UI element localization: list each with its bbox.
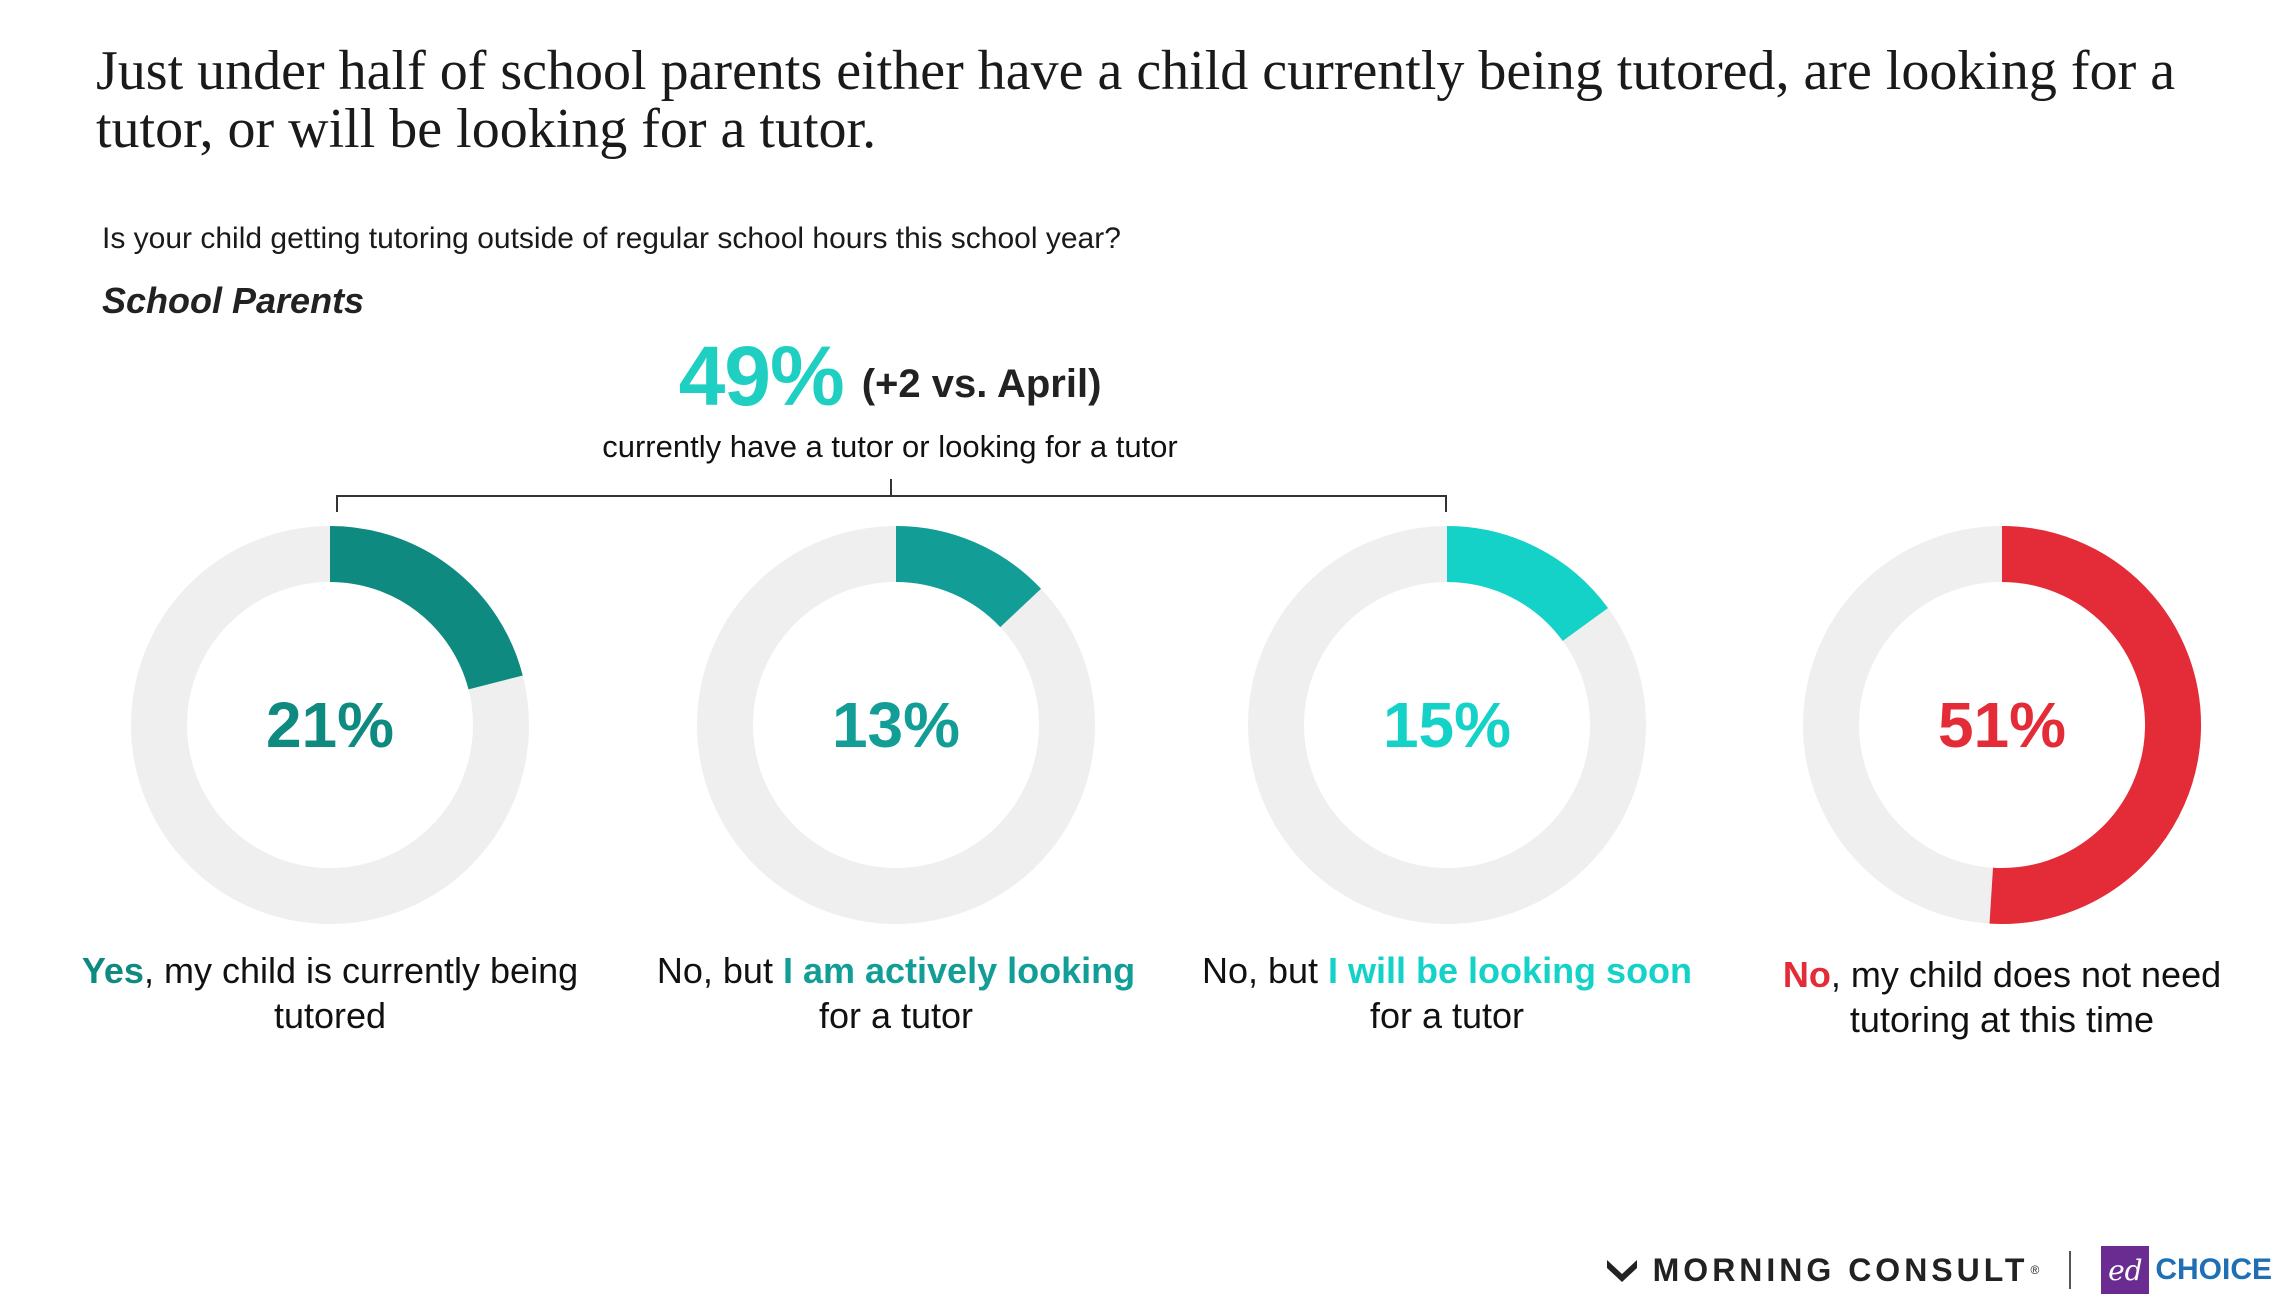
morning-consult-brand: MORNING CONSULT: [1652, 1251, 2029, 1288]
summary-percent: 49%: [678, 329, 845, 423]
caption-text: , my child does not need tutoring at thi…: [1830, 954, 2222, 1040]
donut-value-label: 15%: [1382, 689, 1512, 761]
registered-mark: ®: [2030, 1263, 2040, 1277]
donut-svg: [1803, 526, 2202, 924]
donut-caption: No, but I am actively looking for a tuto…: [636, 948, 1156, 1038]
caption-text: for a tutor: [818, 995, 974, 1036]
summary-change: (+2 vs. April): [861, 362, 1102, 406]
donut-svg: [131, 526, 529, 924]
bracket-line: [336, 479, 1447, 512]
donut-slice: [895, 526, 1042, 628]
summary-description: currently have a tutor or looking for a …: [602, 429, 1178, 464]
footer-logos: MORNING CONSULT ® ed CHOICE: [1605, 1246, 2272, 1294]
donut-slice: [329, 526, 523, 691]
donut-value-label: 21%: [265, 689, 395, 761]
survey-question: Is your child getting tutoring outside o…: [102, 222, 1121, 255]
donut-2: 13%: [691, 520, 1101, 930]
donut-slice: [1989, 526, 2202, 924]
donut-caption: No, my child does not need tutoring at t…: [1742, 952, 2262, 1042]
caption-text: No, but: [1201, 950, 1329, 991]
caption-highlight: I will be looking soon: [1328, 950, 1693, 991]
caption-highlight: No: [1782, 954, 1831, 995]
donut-value-label: 51%: [1937, 689, 2067, 761]
caption-highlight: Yes: [81, 950, 144, 991]
donut-svg: [697, 526, 1095, 924]
caption-highlight: I am actively looking: [782, 950, 1136, 991]
donut-value-label: 13%: [831, 689, 961, 761]
group-label: School Parents: [102, 280, 365, 321]
edchoice-text: CHOICE: [2155, 1253, 2272, 1286]
summary-callout: 49% (+2 vs. April) currently have a tutor…: [500, 328, 1280, 465]
headline: Just under half of school parents either…: [96, 40, 2176, 160]
edchoice-mark: ed: [2101, 1246, 2150, 1294]
caption-text: for a tutor: [1369, 995, 1525, 1036]
caption-text: , my child is currently being tutored: [143, 950, 579, 1036]
donut-svg: [1248, 526, 1646, 924]
donut-1: 21%: [125, 520, 535, 930]
donut-3: 15%: [1242, 520, 1652, 930]
donut-caption: No, but I will be looking soon for a tut…: [1187, 948, 1707, 1038]
donut-caption: Yes, my child is currently being tutored: [70, 948, 590, 1038]
summary-bracket: [336, 479, 1447, 512]
donut-4: 51%: [1797, 520, 2207, 930]
edchoice-logo: ed CHOICE: [2101, 1246, 2272, 1294]
donut-slice: [1446, 526, 1608, 642]
footer-divider: [2069, 1251, 2072, 1289]
caption-text: No, but: [656, 950, 783, 991]
mc-logo-icon: [1606, 1260, 1637, 1282]
